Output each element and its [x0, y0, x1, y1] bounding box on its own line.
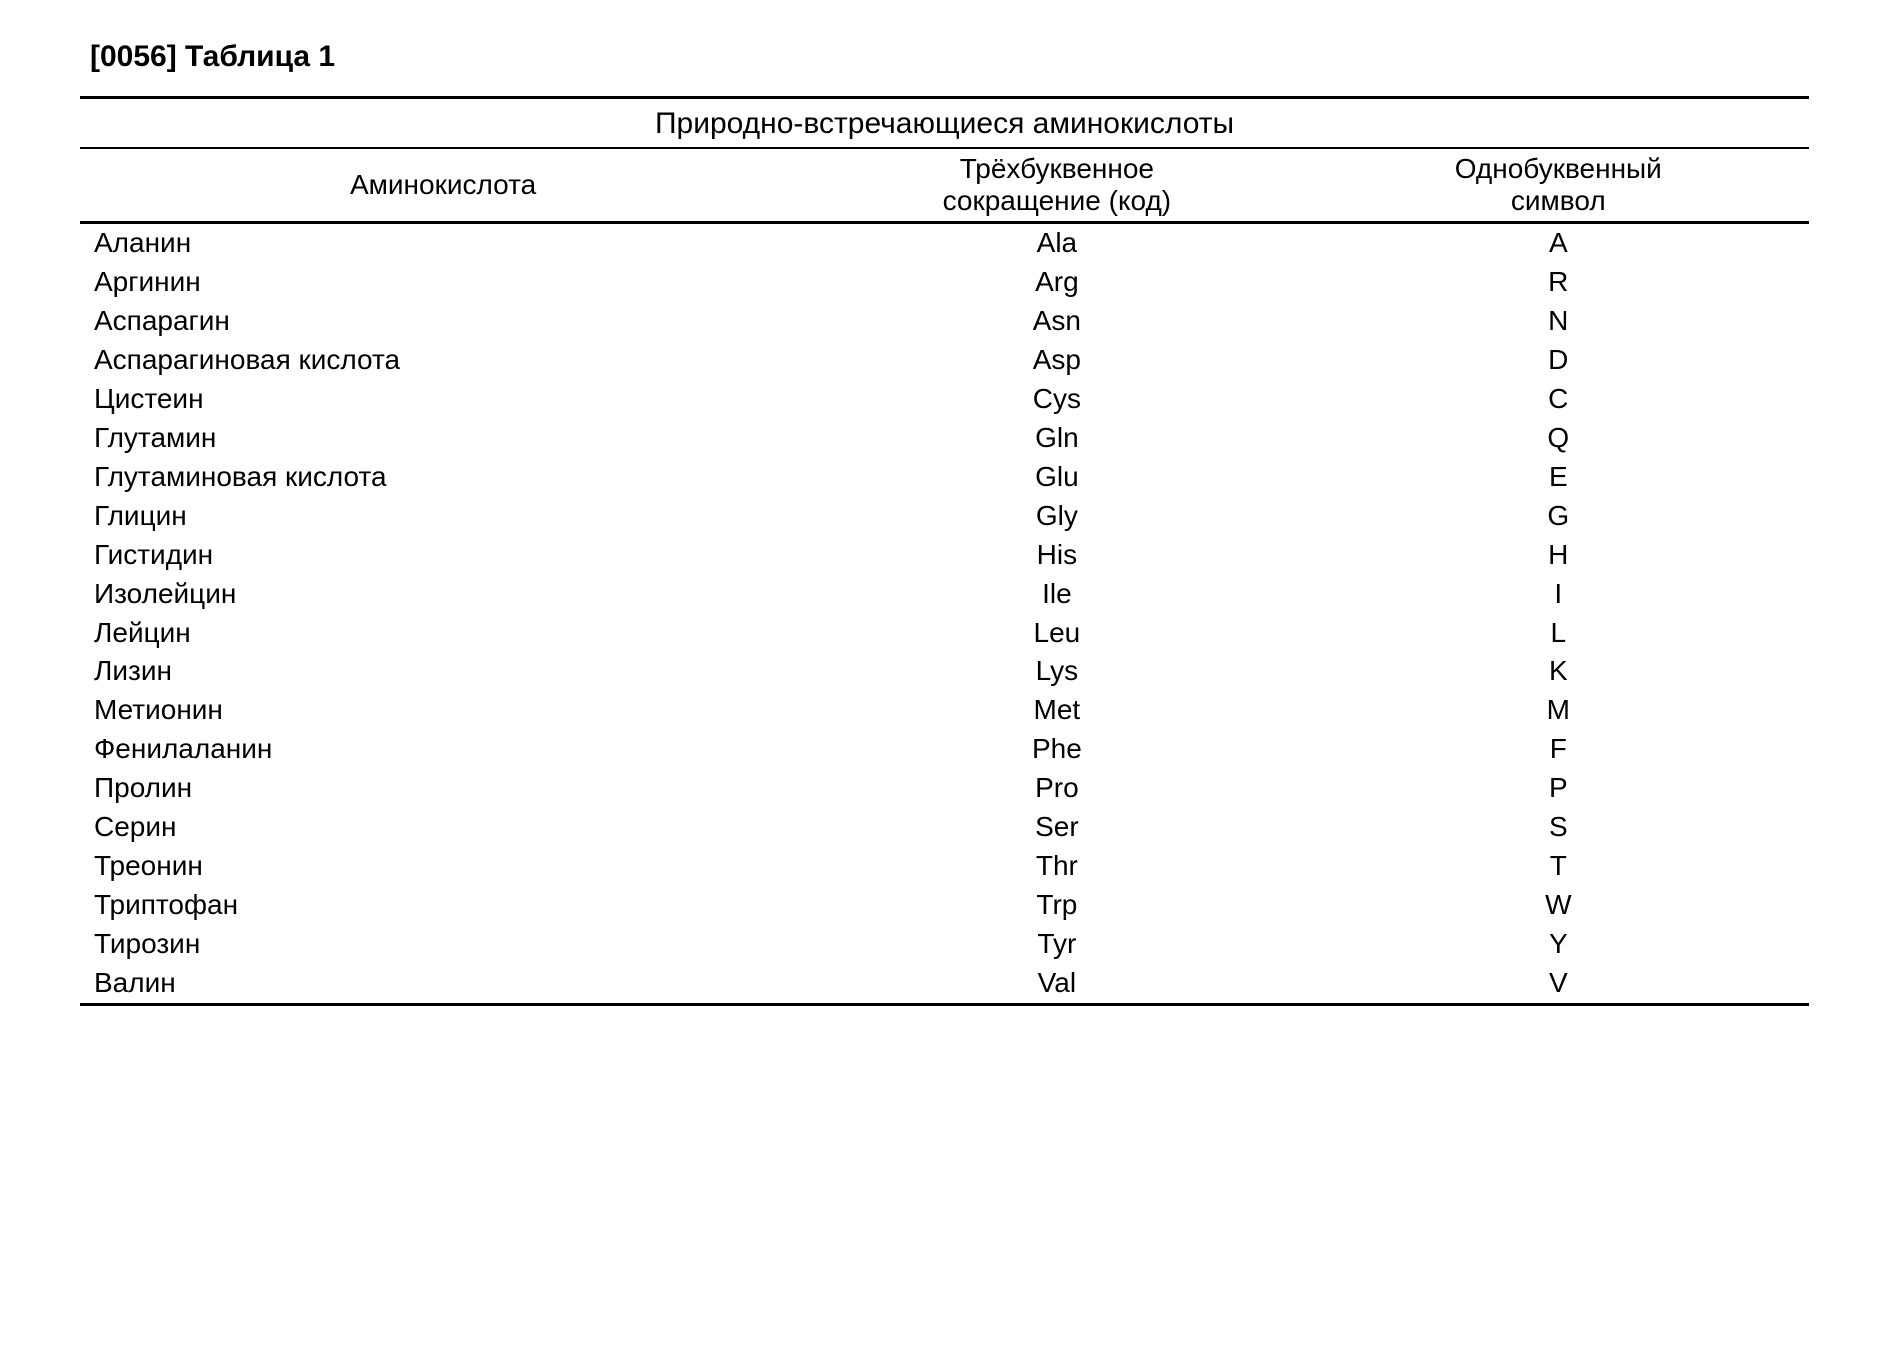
table-row: Глутаминовая кислотаGluE — [80, 458, 1809, 497]
cell-three-letter: Cys — [806, 380, 1307, 419]
column-header-three-line1: Трёхбуквенное — [814, 153, 1299, 185]
cell-three-letter: Asp — [806, 341, 1307, 380]
table-row: ТриптофанTrpW — [80, 886, 1809, 925]
cell-one-letter: L — [1308, 614, 1809, 653]
cell-three-letter: Phe — [806, 730, 1307, 769]
cell-name: Валин — [80, 964, 806, 1004]
section-heading: [0056] Таблица 1 — [80, 40, 1809, 74]
cell-three-letter: Trp — [806, 886, 1307, 925]
table-title-row: Природно-встречающиеся аминокислоты — [80, 98, 1809, 149]
cell-one-letter: T — [1308, 847, 1809, 886]
table-row: ФенилаланинPheF — [80, 730, 1809, 769]
cell-one-letter: Y — [1308, 925, 1809, 964]
cell-name: Лейцин — [80, 614, 806, 653]
cell-one-letter: F — [1308, 730, 1809, 769]
table-title: Природно-встречающиеся аминокислоты — [80, 98, 1809, 149]
column-header-three: Трёхбуквенное сокращение (код) — [806, 148, 1307, 223]
cell-name: Пролин — [80, 769, 806, 808]
table-row: АргининArgR — [80, 263, 1809, 302]
cell-three-letter: Ala — [806, 223, 1307, 263]
table-row: ИзолейцинIleI — [80, 575, 1809, 614]
table-header-row: Аминокислота Трёхбуквенное сокращение (к… — [80, 148, 1809, 223]
cell-three-letter: Gly — [806, 497, 1307, 536]
table-row: Аспарагиновая кислотаAspD — [80, 341, 1809, 380]
cell-three-letter: Leu — [806, 614, 1307, 653]
cell-name: Аспарагин — [80, 302, 806, 341]
cell-one-letter: S — [1308, 808, 1809, 847]
cell-one-letter: C — [1308, 380, 1809, 419]
table-row: АланинAlaA — [80, 223, 1809, 263]
cell-name: Глутамин — [80, 419, 806, 458]
cell-three-letter: Val — [806, 964, 1307, 1004]
column-header-one-line2: символ — [1316, 185, 1801, 217]
cell-one-letter: V — [1308, 964, 1809, 1004]
cell-three-letter: Glu — [806, 458, 1307, 497]
cell-one-letter: I — [1308, 575, 1809, 614]
cell-name: Серин — [80, 808, 806, 847]
table-row: ТреонинThrT — [80, 847, 1809, 886]
cell-one-letter: E — [1308, 458, 1809, 497]
table-row: ТирозинTyrY — [80, 925, 1809, 964]
amino-acid-table: Природно-встречающиеся аминокислоты Амин… — [80, 96, 1809, 1006]
cell-name: Аспарагиновая кислота — [80, 341, 806, 380]
table-row: МетионинMetM — [80, 691, 1809, 730]
cell-one-letter: P — [1308, 769, 1809, 808]
cell-name: Аргинин — [80, 263, 806, 302]
table-body: АланинAlaAАргининArgRАспарагинAsnNАспара… — [80, 223, 1809, 1005]
cell-three-letter: Ser — [806, 808, 1307, 847]
cell-one-letter: G — [1308, 497, 1809, 536]
cell-one-letter: H — [1308, 536, 1809, 575]
cell-one-letter: Q — [1308, 419, 1809, 458]
cell-three-letter: Arg — [806, 263, 1307, 302]
cell-three-letter: Pro — [806, 769, 1307, 808]
cell-one-letter: M — [1308, 691, 1809, 730]
cell-one-letter: N — [1308, 302, 1809, 341]
cell-three-letter: Gln — [806, 419, 1307, 458]
cell-name: Аланин — [80, 223, 806, 263]
cell-three-letter: His — [806, 536, 1307, 575]
table-row: ПролинProP — [80, 769, 1809, 808]
table-row: ГистидинHisH — [80, 536, 1809, 575]
cell-name: Цистеин — [80, 380, 806, 419]
cell-name: Изолейцин — [80, 575, 806, 614]
cell-name: Гистидин — [80, 536, 806, 575]
table-row: ВалинValV — [80, 964, 1809, 1004]
column-header-one: Однобуквенный символ — [1308, 148, 1809, 223]
cell-one-letter: D — [1308, 341, 1809, 380]
cell-three-letter: Lys — [806, 652, 1307, 691]
cell-three-letter: Met — [806, 691, 1307, 730]
cell-three-letter: Tyr — [806, 925, 1307, 964]
cell-name: Триптофан — [80, 886, 806, 925]
cell-three-letter: Asn — [806, 302, 1307, 341]
cell-name: Лизин — [80, 652, 806, 691]
column-header-three-line2: сокращение (код) — [814, 185, 1299, 217]
table-row: СеринSerS — [80, 808, 1809, 847]
cell-name: Треонин — [80, 847, 806, 886]
cell-name: Глутаминовая кислота — [80, 458, 806, 497]
cell-one-letter: W — [1308, 886, 1809, 925]
cell-name: Тирозин — [80, 925, 806, 964]
cell-one-letter: A — [1308, 223, 1809, 263]
column-header-one-line1: Однобуквенный — [1316, 153, 1801, 185]
table-row: ЛейцинLeuL — [80, 614, 1809, 653]
cell-one-letter: R — [1308, 263, 1809, 302]
column-header-name: Аминокислота — [80, 148, 806, 223]
table-row: ГлицинGlyG — [80, 497, 1809, 536]
cell-one-letter: K — [1308, 652, 1809, 691]
cell-name: Глицин — [80, 497, 806, 536]
cell-three-letter: Ile — [806, 575, 1307, 614]
table-row: ЛизинLysK — [80, 652, 1809, 691]
table-row: АспарагинAsnN — [80, 302, 1809, 341]
cell-name: Метионин — [80, 691, 806, 730]
table-row: ЦистеинCysC — [80, 380, 1809, 419]
table-row: ГлутаминGlnQ — [80, 419, 1809, 458]
column-header-name-text: Аминокислота — [88, 169, 798, 201]
cell-three-letter: Thr — [806, 847, 1307, 886]
cell-name: Фенилаланин — [80, 730, 806, 769]
